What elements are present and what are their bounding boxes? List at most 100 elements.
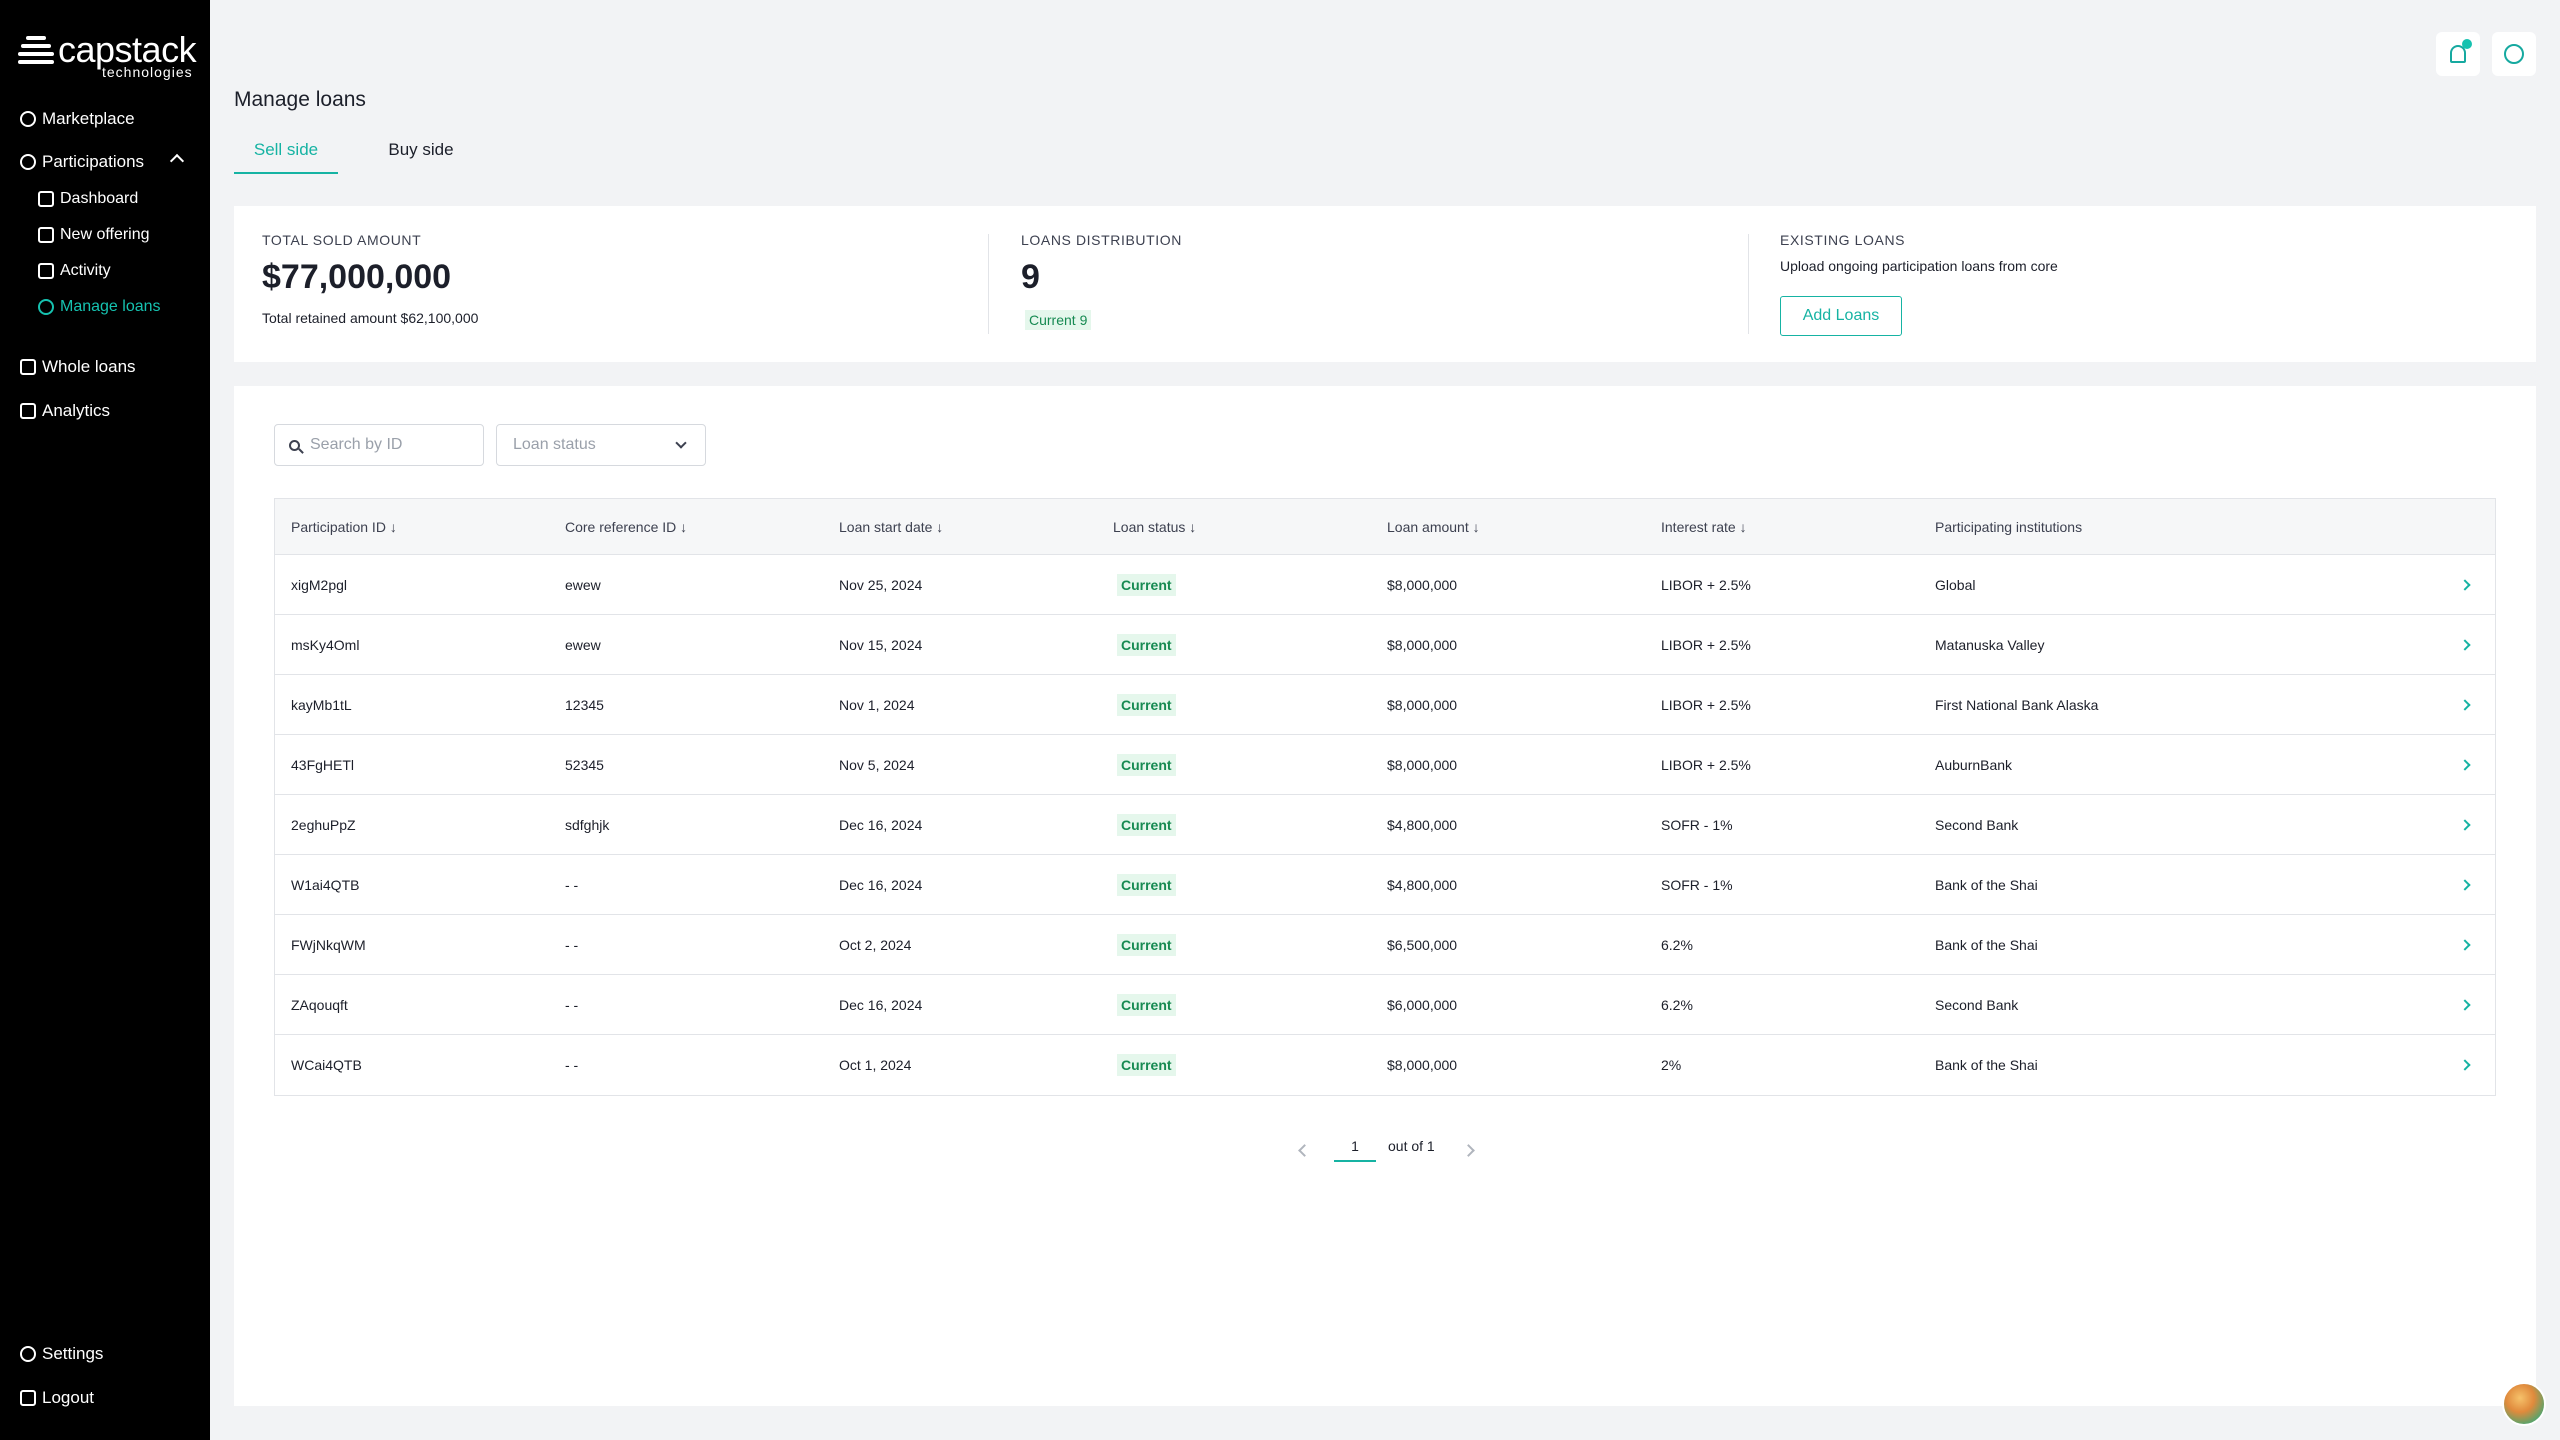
sidebar-item-label: Participations bbox=[42, 152, 145, 171]
chevron-right-icon[interactable] bbox=[2459, 939, 2471, 951]
sidebar-item-manage-loans[interactable]: Manage loans bbox=[38, 293, 161, 321]
cell-interest-rate: LIBOR + 2.5% bbox=[1661, 697, 1751, 713]
tab-buy-side[interactable]: Buy side bbox=[378, 140, 464, 174]
cell-interest-rate: SOFR - 1% bbox=[1661, 877, 1733, 893]
add-loans-button[interactable]: Add Loans bbox=[1780, 296, 1902, 336]
cell-loan-start-date: Oct 2, 2024 bbox=[839, 937, 912, 953]
cell-core-reference-id: - - bbox=[565, 1057, 579, 1073]
sidebar-item-logout[interactable]: Logout bbox=[20, 1384, 94, 1412]
sidebar-item-activity[interactable]: Activity bbox=[38, 257, 111, 285]
cell-participation-id: xigM2pgl bbox=[291, 577, 348, 593]
sidebar-item-label: Activity bbox=[60, 262, 111, 279]
pagination: 1 out of 1 bbox=[234, 1136, 2536, 1166]
chevron-right-icon[interactable] bbox=[2459, 699, 2471, 711]
sidebar-item-marketplace[interactable]: Marketplace bbox=[20, 105, 135, 133]
new-offering-icon bbox=[38, 227, 54, 243]
logo-mark-icon bbox=[18, 36, 54, 66]
cell-core-reference-id: ewew bbox=[565, 577, 601, 593]
status-badge: Current bbox=[1117, 994, 1176, 1016]
sidebar-item-label: Logout bbox=[42, 1388, 94, 1407]
loans-table-card: Loan status Participation ID ↓ Core refe… bbox=[234, 386, 2536, 1406]
cell-interest-rate: 2% bbox=[1661, 1057, 1682, 1073]
chevron-right-icon[interactable] bbox=[2459, 1059, 2471, 1071]
table-row[interactable]: msKy4Oml ewew Nov 15, 2024 Current $8,000,00… bbox=[275, 615, 2495, 675]
tab-sell-side[interactable]: Sell side bbox=[234, 140, 338, 174]
chevron-right-icon[interactable] bbox=[2459, 819, 2471, 831]
table-row[interactable]: xigM2pgl ewew Nov 25, 2024 Current $8,000,00… bbox=[275, 555, 2495, 615]
page-total: out of 1 bbox=[1388, 1138, 1435, 1154]
table-row[interactable]: 2eghuPpZ sdfghjk Dec 16, 2024 Current $4,800… bbox=[275, 795, 2495, 855]
loan-status-select[interactable]: Loan status bbox=[496, 424, 706, 466]
table-body: xigM2pgl ewew Nov 25, 2024 Current $8,000,00… bbox=[275, 555, 2495, 1095]
cell-interest-rate: 6.2% bbox=[1661, 937, 1693, 953]
table-row[interactable]: 43FgHETl 52345 Nov 5, 2024 Current $8,000,00… bbox=[275, 735, 2495, 795]
cell-loan-amount: $8,000,000 bbox=[1387, 697, 1458, 713]
profile-button[interactable] bbox=[2492, 32, 2536, 76]
table-row[interactable]: ZAqouqft - - Dec 16, 2024 Current $6,000,000… bbox=[275, 975, 2495, 1035]
cell-participation-id: msKy4Oml bbox=[291, 637, 360, 653]
page-title: Manage loans bbox=[234, 88, 366, 111]
sidebar-item-settings[interactable]: Settings bbox=[20, 1340, 103, 1368]
brand-name: capstack bbox=[58, 29, 197, 70]
col-loan-status[interactable]: Loan status ↓ bbox=[1113, 519, 1197, 535]
col-participating-institutions: Participating institutions bbox=[1935, 519, 2083, 535]
chevron-left-icon[interactable] bbox=[1298, 1144, 1311, 1157]
table-row[interactable]: W1ai4QTB - - Dec 16, 2024 Current $4,800,000… bbox=[275, 855, 2495, 915]
cell-loan-amount: $8,000,000 bbox=[1387, 637, 1458, 653]
cell-loan-start-date: Oct 1, 2024 bbox=[839, 1057, 912, 1073]
table-row[interactable]: WCai4QTB - - Oct 1, 2024 Current $8,000,000 2… bbox=[275, 1035, 2495, 1095]
col-interest-rate[interactable]: Interest rate ↓ bbox=[1661, 519, 1747, 535]
cell-interest-rate: 6.2% bbox=[1661, 997, 1693, 1013]
col-loan-start-date[interactable]: Loan start date ↓ bbox=[839, 519, 944, 535]
loans-distribution-section: LOANS DISTRIBUTION 9 Current 9 bbox=[1021, 206, 1721, 362]
cell-participation-id: 2eghuPpZ bbox=[291, 817, 356, 833]
cell-core-reference-id: - - bbox=[565, 997, 579, 1013]
cell-participating-institution: First National Bank Alaska bbox=[1935, 697, 2099, 713]
sidebar-item-analytics[interactable]: Analytics bbox=[20, 397, 110, 425]
search-box[interactable] bbox=[274, 424, 484, 466]
col-core-reference-id[interactable]: Core reference ID ↓ bbox=[565, 519, 688, 535]
sidebar-item-new-offering[interactable]: New offering bbox=[38, 221, 150, 249]
status-badge: Current bbox=[1117, 634, 1176, 656]
col-loan-amount[interactable]: Loan amount ↓ bbox=[1387, 519, 1480, 535]
sidebar-item-label: Marketplace bbox=[42, 109, 135, 128]
cell-participating-institution: Matanuska Valley bbox=[1935, 637, 2045, 653]
col-participation-id[interactable]: Participation ID ↓ bbox=[291, 519, 397, 535]
chevron-right-icon[interactable] bbox=[2459, 639, 2471, 651]
cell-loan-start-date: Nov 25, 2024 bbox=[839, 577, 923, 593]
logout-icon bbox=[20, 1390, 36, 1406]
chevron-right-icon[interactable] bbox=[2459, 759, 2471, 771]
manage-loans-icon bbox=[38, 299, 54, 315]
notifications-button[interactable] bbox=[2436, 32, 2480, 76]
cell-interest-rate: LIBOR + 2.5% bbox=[1661, 577, 1751, 593]
capstack-logo[interactable]: capstack technologies bbox=[18, 29, 198, 80]
cell-participating-institution: Bank of the Shai bbox=[1935, 937, 2038, 953]
notification-dot bbox=[2462, 39, 2472, 49]
tab-label: Buy side bbox=[388, 140, 454, 159]
sidebar-item-label: New offering bbox=[60, 226, 150, 243]
chevron-right-icon[interactable] bbox=[2459, 879, 2471, 891]
chevron-right-icon[interactable] bbox=[2459, 999, 2471, 1011]
marketplace-icon bbox=[20, 111, 36, 127]
sidebar-item-dashboard[interactable]: Dashboard bbox=[38, 185, 138, 213]
sidebar-item-whole-loans[interactable]: Whole loans bbox=[20, 353, 136, 381]
sidebar-item-participations[interactable]: Participations bbox=[20, 148, 144, 176]
chevron-right-icon[interactable] bbox=[2459, 579, 2471, 591]
total-sold-value: $77,000,000 bbox=[262, 258, 452, 296]
cell-loan-amount: $4,800,000 bbox=[1387, 877, 1458, 893]
cell-loan-amount: $8,000,000 bbox=[1387, 757, 1458, 773]
gear-icon bbox=[20, 1346, 36, 1362]
cell-participation-id: ZAqouqft bbox=[291, 997, 348, 1013]
chevron-up-icon[interactable] bbox=[169, 153, 185, 169]
table-row[interactable]: kayMb1tL 12345 Nov 1, 2024 Current $8,000,00… bbox=[275, 675, 2495, 735]
search-input[interactable] bbox=[310, 436, 470, 454]
cell-loan-amount: $4,800,000 bbox=[1387, 817, 1458, 833]
loans-table: Participation ID ↓ Core reference ID ↓ L… bbox=[274, 498, 2496, 1096]
table-row[interactable]: FWjNkqWM - - Oct 2, 2024 Current $6,500,000 6… bbox=[275, 915, 2495, 975]
page-number-input[interactable]: 1 bbox=[1334, 1136, 1376, 1162]
existing-loans-note: Upload ongoing participation loans from … bbox=[1780, 258, 2058, 274]
chevron-right-icon[interactable] bbox=[1462, 1144, 1475, 1157]
cell-loan-amount: $6,500,000 bbox=[1387, 937, 1458, 953]
help-avatar[interactable] bbox=[2502, 1382, 2546, 1426]
loans-distribution-value: 9 bbox=[1021, 258, 1040, 296]
